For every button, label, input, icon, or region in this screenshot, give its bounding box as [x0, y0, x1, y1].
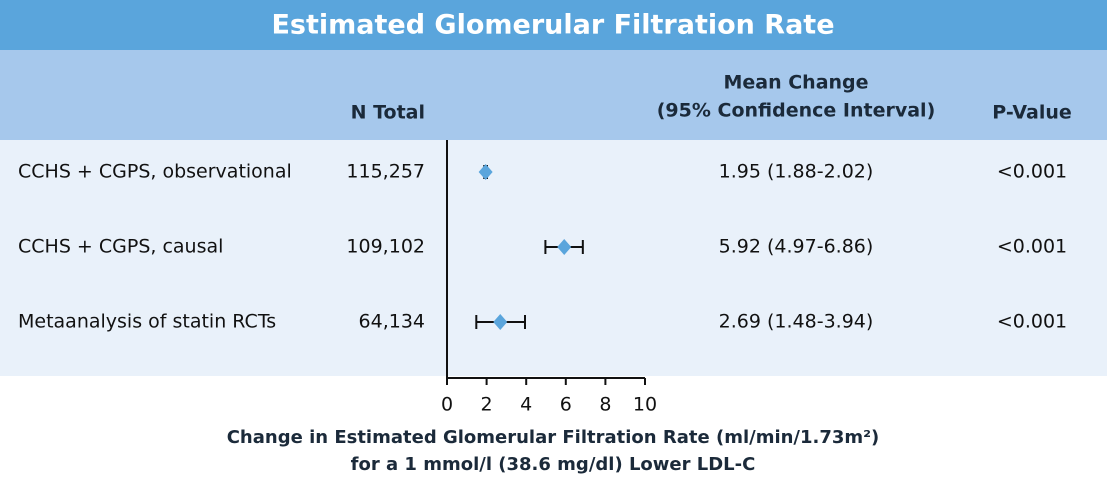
chart-title: Estimated Glomerular Filtration Rate — [271, 10, 834, 41]
p-header: P-Value — [992, 102, 1072, 124]
estimate-label: 5.92 (4.97-6.86) — [719, 236, 874, 258]
x-axis-label: for a 1 mmol/l (38.6 mg/dl) Lower LDL-C — [351, 454, 756, 475]
n-header: N Total — [351, 102, 425, 124]
n-total: 115,257 — [346, 161, 425, 183]
x-tick-label: 8 — [599, 394, 611, 416]
p-value: <0.001 — [997, 161, 1067, 183]
row-label: Metaanalysis of statin RCTs — [18, 311, 276, 333]
p-value: <0.001 — [997, 311, 1067, 333]
x-tick-label: 2 — [481, 394, 493, 416]
row-label: CCHS + CGPS, causal — [18, 236, 223, 258]
p-value: <0.001 — [997, 236, 1067, 258]
body-band — [0, 140, 1107, 376]
x-tick-label: 10 — [633, 394, 657, 416]
estimate-label: 1.95 (1.88-2.02) — [719, 161, 874, 183]
title-bar — [0, 0, 1107, 50]
row-label: CCHS + CGPS, observational — [18, 161, 292, 183]
estimate-header: Mean Change — [723, 72, 868, 94]
point-estimate — [478, 164, 493, 180]
estimate-label: 2.69 (1.48-3.94) — [719, 311, 874, 333]
n-total: 64,134 — [359, 311, 425, 333]
header-band — [0, 50, 1107, 140]
x-tick-label: 6 — [560, 394, 572, 416]
x-tick-label: 4 — [520, 394, 532, 416]
x-axis-label: Change in Estimated Glomerular Filtratio… — [227, 427, 880, 448]
point-estimate — [493, 314, 508, 330]
x-tick-label: 0 — [441, 394, 453, 416]
n-total: 109,102 — [346, 236, 425, 258]
estimate-header: (95% Confidence Interval) — [657, 100, 936, 122]
point-estimate — [557, 239, 572, 255]
